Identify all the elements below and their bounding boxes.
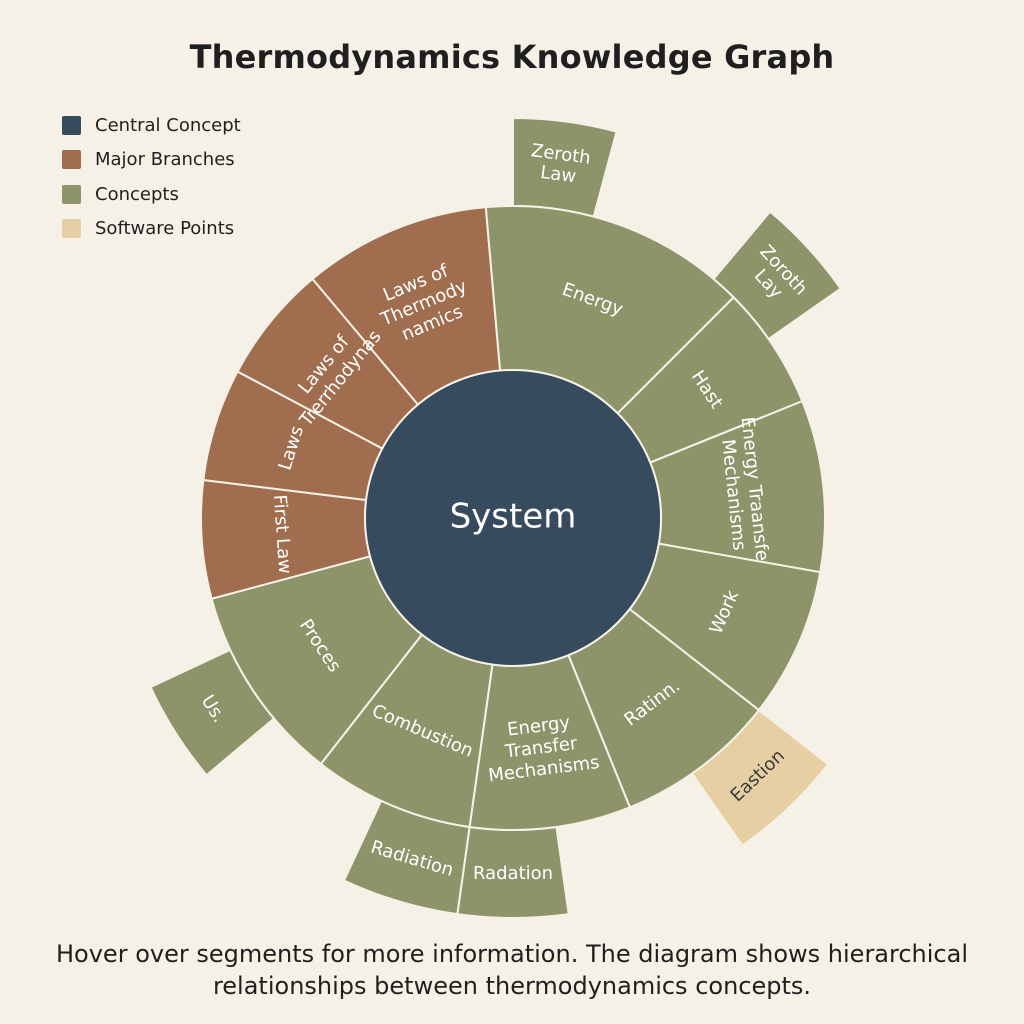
segment-eastion[interactable]: Eastion [690, 708, 830, 848]
legend-swatch [62, 150, 81, 170]
center-circle[interactable] [364, 369, 662, 667]
page-title: Thermodynamics Knowledge Graph [189, 38, 835, 76]
footer-note: Hover over segments for more information… [56, 940, 968, 1000]
segment-energy-traansfer-mechanisms[interactable]: Energy TraansferMechanisms [648, 399, 826, 574]
legend-item-central-concept: Central Concept [62, 108, 241, 143]
segment-laws-of-thermody-namics[interactable]: Laws ofThermodynamics [311, 206, 502, 407]
legend-item-major-branches: Major Branches [62, 143, 241, 178]
segment-zeroth-law[interactable]: ZerothLaw [512, 116, 618, 218]
legend-swatch [62, 219, 81, 239]
segment-energy-transfer-mechanisms[interactable]: EnergyTransferMechanisms [468, 653, 632, 831]
segment-radation[interactable]: Radation [456, 825, 570, 919]
segment-work[interactable]: Work [628, 542, 822, 712]
segment-energy[interactable]: Energy [484, 205, 736, 415]
segment-combustion[interactable]: Combustion [319, 633, 494, 829]
segment-label: Radation [473, 863, 553, 884]
legend-label: Major Branches [95, 149, 235, 171]
legend-swatch [62, 115, 81, 135]
legend-item-software-points: Software Points [62, 212, 241, 247]
legend-label: Concepts [95, 183, 179, 205]
segment-laws-of-trerrhodynas[interactable]: Laws ofTrerrhodynas [236, 277, 420, 450]
segment-first-law[interactable]: First Law [200, 478, 372, 600]
center-label: System [450, 497, 577, 537]
outer-ring: ZerothLaw ZorothLay Eastion RadationRadiati… [149, 116, 843, 919]
segment-radiation[interactable]: Radiation [342, 799, 471, 916]
segment-ratinn[interactable]: Ratinn. [567, 607, 761, 809]
legend-label: Software Points [95, 218, 235, 240]
center-node[interactable]: System [364, 369, 662, 667]
segment-zoroth-lay[interactable]: ZorothLay [712, 210, 843, 341]
legend-label: Central Concept [95, 114, 241, 136]
legend-item-concepts: Concepts [62, 177, 241, 212]
legend: Central Concept Major Branches Concepts … [62, 108, 241, 246]
legend-swatch [62, 184, 81, 204]
